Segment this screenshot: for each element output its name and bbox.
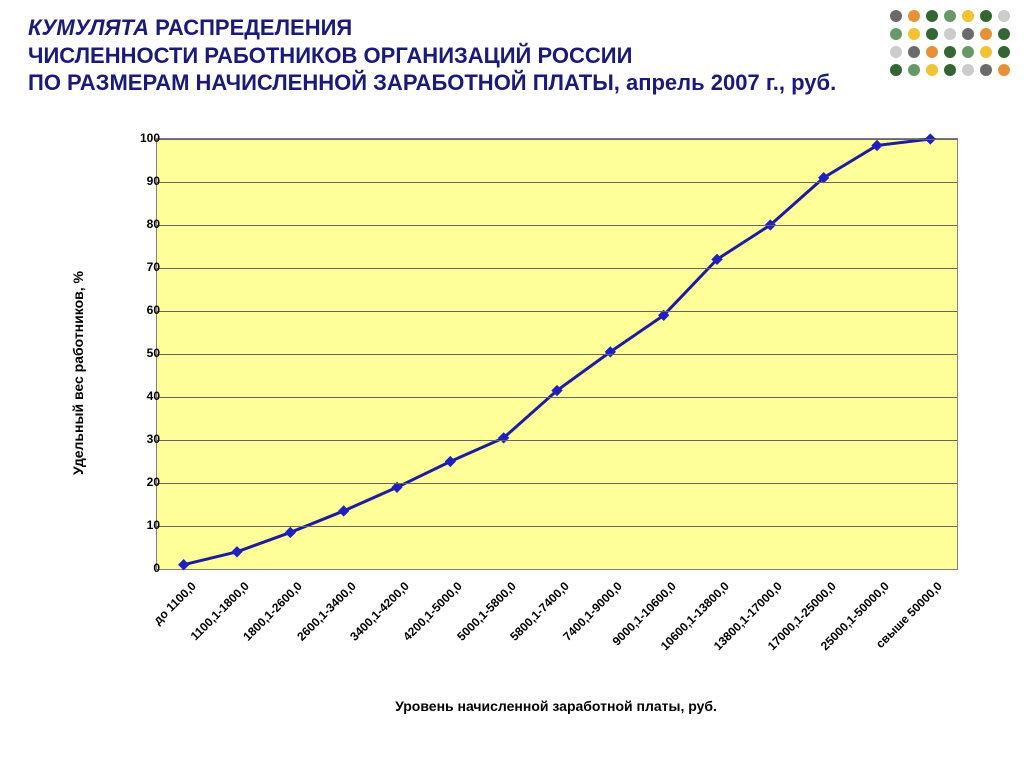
grid-line xyxy=(157,526,957,527)
deco-dot xyxy=(944,46,956,58)
deco-dot xyxy=(944,10,956,22)
data-marker xyxy=(338,505,349,516)
deco-dot xyxy=(908,46,920,58)
title-rest-1: РАСПРЕДЕЛЕНИЯ xyxy=(149,15,352,40)
grid-line xyxy=(157,139,957,140)
grid-line xyxy=(157,311,957,312)
deco-dot xyxy=(944,28,956,40)
grid-line xyxy=(157,182,957,183)
series-line xyxy=(184,139,931,565)
chart-title: КУМУЛЯТА РАСПРЕДЕЛЕНИЯ ЧИСЛЕННОСТИ РАБОТ… xyxy=(28,14,898,97)
deco-dot xyxy=(980,46,992,58)
deco-dot xyxy=(980,64,992,76)
y-tick-label: 60 xyxy=(120,303,160,317)
deco-dot xyxy=(980,28,992,40)
plot-area xyxy=(156,138,958,570)
title-word-italic: КУМУЛЯТА xyxy=(28,15,149,40)
x-tick-container: до 1100,01100,1-1800,01800,1-2600,02600,… xyxy=(156,573,956,713)
y-tick-label: 90 xyxy=(120,174,160,188)
title-line-3: ПО РАЗМЕРАМ НАЧИСЛЕННОЙ ЗАРАБОТНОЙ ПЛАТЫ… xyxy=(28,70,836,95)
x-tick-label: до 1100,0 xyxy=(150,579,198,627)
deco-dot xyxy=(998,28,1010,40)
data-marker xyxy=(231,546,242,557)
deco-dot xyxy=(890,46,902,58)
deco-dot xyxy=(998,64,1010,76)
deco-dot xyxy=(926,10,938,22)
title-line-2: ЧИСЛЕННОСТИ РАБОТНИКОВ ОРГАНИЗАЦИЙ РОССИ… xyxy=(28,43,632,68)
y-tick-label: 100 xyxy=(120,131,160,145)
y-tick-label: 10 xyxy=(120,518,160,532)
y-tick-label: 0 xyxy=(120,561,160,575)
y-tick-label: 20 xyxy=(120,475,160,489)
deco-dot xyxy=(980,10,992,22)
grid-line xyxy=(157,483,957,484)
deco-dot xyxy=(998,46,1010,58)
data-marker xyxy=(445,456,456,467)
grid-line xyxy=(157,268,957,269)
deco-dot xyxy=(944,64,956,76)
deco-dot xyxy=(890,10,902,22)
deco-dot xyxy=(926,46,938,58)
x-axis-label: Уровень начисленной заработной платы, ру… xyxy=(156,698,956,714)
y-axis-label: Удельный вес работников, % xyxy=(70,271,86,475)
deco-dot xyxy=(908,10,920,22)
y-tick-label: 50 xyxy=(120,346,160,360)
grid-line xyxy=(157,397,957,398)
y-tick-label: 70 xyxy=(120,260,160,274)
data-marker xyxy=(178,559,189,570)
deco-dot xyxy=(908,28,920,40)
corner-dot-grid xyxy=(886,6,1016,106)
y-tick-label: 80 xyxy=(120,217,160,231)
deco-dot xyxy=(998,10,1010,22)
deco-dot xyxy=(890,28,902,40)
deco-dot xyxy=(962,28,974,40)
y-tick-label: 30 xyxy=(120,432,160,446)
deco-dot xyxy=(908,64,920,76)
deco-dot xyxy=(890,64,902,76)
deco-dot xyxy=(926,64,938,76)
grid-line xyxy=(157,354,957,355)
grid-line xyxy=(157,440,957,441)
chart-container: Удельный вес работников, % до 1100,01100… xyxy=(78,128,968,618)
grid-line xyxy=(157,225,957,226)
data-marker xyxy=(285,527,296,538)
deco-dot xyxy=(962,46,974,58)
y-tick-label: 40 xyxy=(120,389,160,403)
deco-dot xyxy=(962,10,974,22)
deco-dot xyxy=(962,64,974,76)
deco-dot xyxy=(926,28,938,40)
